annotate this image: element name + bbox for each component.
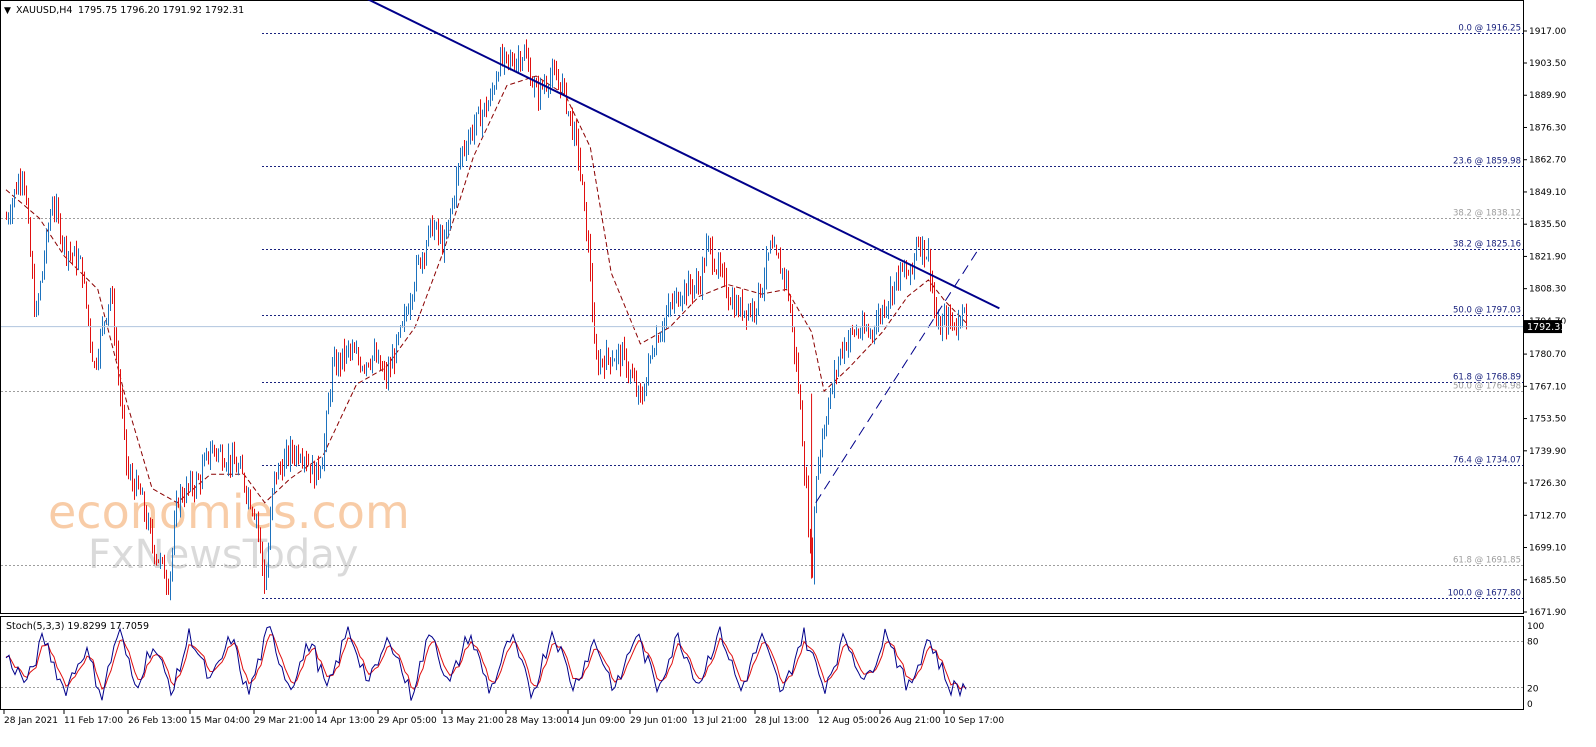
stoch-axis-label: 80 xyxy=(1527,638,1539,648)
time-axis-label: 10 Sep 17:00 xyxy=(944,716,1004,726)
time-axis-label: 28 Jul 13:00 xyxy=(755,716,809,726)
time-axis-label: 11 Feb 17:00 xyxy=(64,716,123,726)
stoch-main-line xyxy=(5,625,967,701)
price-axis-label: 1835.50 xyxy=(1529,220,1566,230)
time-axis-label: 28 Jan 2021 xyxy=(4,716,58,726)
fib-secondary-label: 50.0 @ 1764.98 xyxy=(1453,382,1521,392)
watermark-line1: economies.com xyxy=(48,485,410,539)
price-axis-label: 1889.90 xyxy=(1529,91,1566,101)
trendlines xyxy=(367,0,1000,503)
price-axis-label: 1862.70 xyxy=(1529,156,1566,166)
symbol-header-arrow: ▼ xyxy=(4,6,11,16)
price-axis-label: 1876.30 xyxy=(1529,123,1566,133)
time-axis-label: 26 Aug 21:00 xyxy=(880,716,941,726)
ascending-trendline xyxy=(815,248,979,503)
symbol-header-name: XAUUSD,H4 xyxy=(16,5,72,16)
price-series xyxy=(6,39,967,601)
main-chart-frame xyxy=(0,0,1524,614)
price-axis-label: 1726.30 xyxy=(1529,479,1566,489)
price-axis-label: 1808.30 xyxy=(1529,285,1566,295)
fib-level-label: 76.4 @ 1734.07 xyxy=(1453,456,1521,466)
fib-level-label: 61.8 @ 1768.89 xyxy=(1453,373,1521,383)
descending-trendline xyxy=(367,0,1000,310)
time-axis-label: 15 Mar 04:00 xyxy=(190,716,250,726)
price-axis-label: 1685.50 xyxy=(1529,576,1566,586)
current-price-label: 1792.31 xyxy=(1527,322,1566,333)
price-axis-label: 1780.70 xyxy=(1529,350,1566,360)
time-axis-label: 29 Jun 01:00 xyxy=(630,716,687,726)
watermark-line2: FxNewsToday xyxy=(88,532,358,578)
fibonacci-levels: 0.0 @ 1916.25 23.6 @ 1859.98 38.2 @ 1825.1… xyxy=(1,24,1523,599)
fib-level-label: 23.6 @ 1859.98 xyxy=(1453,157,1521,167)
price-axis-label: 1903.50 xyxy=(1529,59,1566,69)
stochastic-oscillator: 100 80 20 0 xyxy=(1,622,1544,710)
stoch-axis-label: 20 xyxy=(1527,684,1539,694)
price-axis-label: 1753.50 xyxy=(1529,415,1566,425)
price-axis-label: 1821.90 xyxy=(1529,252,1566,262)
fib-level-label: 50.0 @ 1797.03 xyxy=(1453,306,1521,316)
stoch-axis-label: 0 xyxy=(1527,700,1533,710)
stoch-panel-frame xyxy=(0,616,1524,710)
symbol-header-ohlc: 1795.75 1796.20 1791.92 1792.31 xyxy=(78,5,244,16)
price-axis-label: 1712.70 xyxy=(1529,511,1566,521)
price-axis-label: 1671.90 xyxy=(1529,608,1566,618)
stoch-header: Stoch(5,3,3) 19.8299 17.7059 xyxy=(6,621,149,632)
price-axis-label: 1767.10 xyxy=(1529,382,1566,392)
price-axis-label: 1739.90 xyxy=(1529,447,1566,457)
time-axis-label: 14 Apr 13:00 xyxy=(316,716,375,726)
time-axis-label: 13 May 21:00 xyxy=(442,716,504,726)
time-axis-label: 12 Aug 05:00 xyxy=(818,716,879,726)
fib-secondary-label: 38.2 @ 1838.12 xyxy=(1453,209,1521,219)
current-price-tag: 1792.31 xyxy=(1524,320,1566,334)
ma-line xyxy=(5,75,967,504)
time-axis-label: 13 Jul 21:00 xyxy=(693,716,747,726)
moving-average xyxy=(5,75,967,504)
fib-level-label: 100.0 @ 1677.80 xyxy=(1448,589,1521,599)
price-axis-label: 1849.10 xyxy=(1529,188,1566,198)
time-axis-label: 29 Apr 05:00 xyxy=(378,716,437,726)
time-axis-label: 29 Mar 21:00 xyxy=(254,716,314,726)
time-axis-label: 28 May 13:00 xyxy=(506,716,568,726)
watermark: economies.com FxNewsToday xyxy=(48,485,410,578)
fib-level-label: 38.2 @ 1825.16 xyxy=(1453,240,1521,250)
price-axis-label: 1917.00 xyxy=(1529,27,1566,37)
time-axis-label: 26 Feb 13:00 xyxy=(128,716,187,726)
time-axis-label: 14 Jun 09:00 xyxy=(568,716,625,726)
fib-secondary-label: 61.8 @ 1691.85 xyxy=(1453,556,1521,566)
fib-level-label: 0.0 @ 1916.25 xyxy=(1458,24,1521,34)
stoch-axis-label: 100 xyxy=(1527,622,1544,632)
price-axis-label: 1699.10 xyxy=(1529,544,1566,554)
time-axis: 28 Jan 2021 11 Feb 17:00 26 Feb 13:00 15 Ma… xyxy=(3,710,1004,726)
